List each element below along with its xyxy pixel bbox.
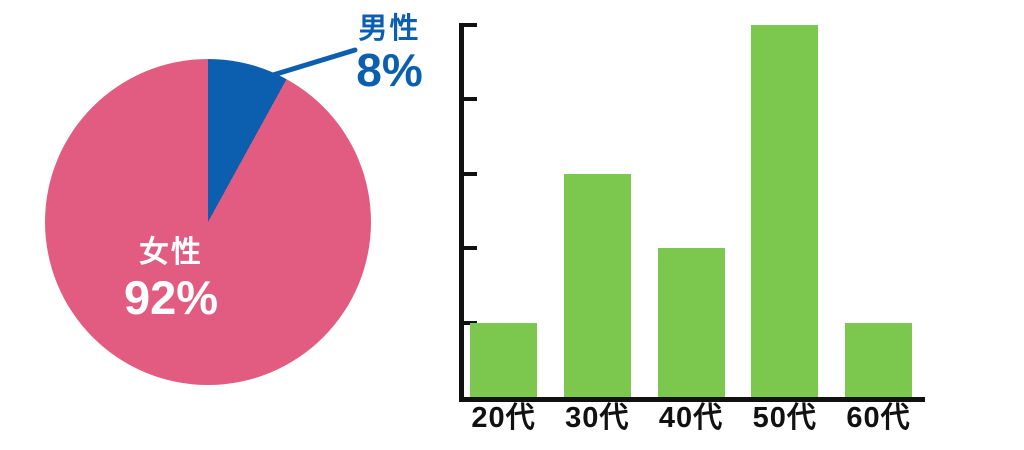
bar	[845, 322, 912, 397]
y-axis-tick	[464, 246, 477, 251]
pie-label-female: 女性 92%	[86, 236, 256, 324]
x-axis-label: 40代	[658, 402, 724, 434]
y-axis-tick	[464, 23, 477, 27]
pie-chart-graphic	[45, 59, 371, 385]
y-axis-tick	[464, 97, 477, 102]
bar	[657, 248, 725, 397]
bar	[751, 25, 819, 397]
x-axis-label: 50代	[752, 402, 817, 434]
male-label: 男性	[358, 13, 421, 45]
female-label: 女性	[139, 236, 203, 269]
bar	[563, 173, 631, 397]
y-axis	[459, 23, 464, 402]
male-value: 8%	[356, 44, 423, 97]
x-axis-label: 30代	[565, 402, 630, 434]
pie-label-male: 男性 8%	[332, 14, 447, 95]
x-axis-label: 20代	[471, 402, 536, 434]
y-axis-tick	[464, 171, 477, 176]
x-axis-label: 60代	[846, 402, 911, 434]
x-axis	[459, 397, 925, 402]
bar	[470, 322, 537, 397]
female-value: 92%	[123, 271, 219, 324]
